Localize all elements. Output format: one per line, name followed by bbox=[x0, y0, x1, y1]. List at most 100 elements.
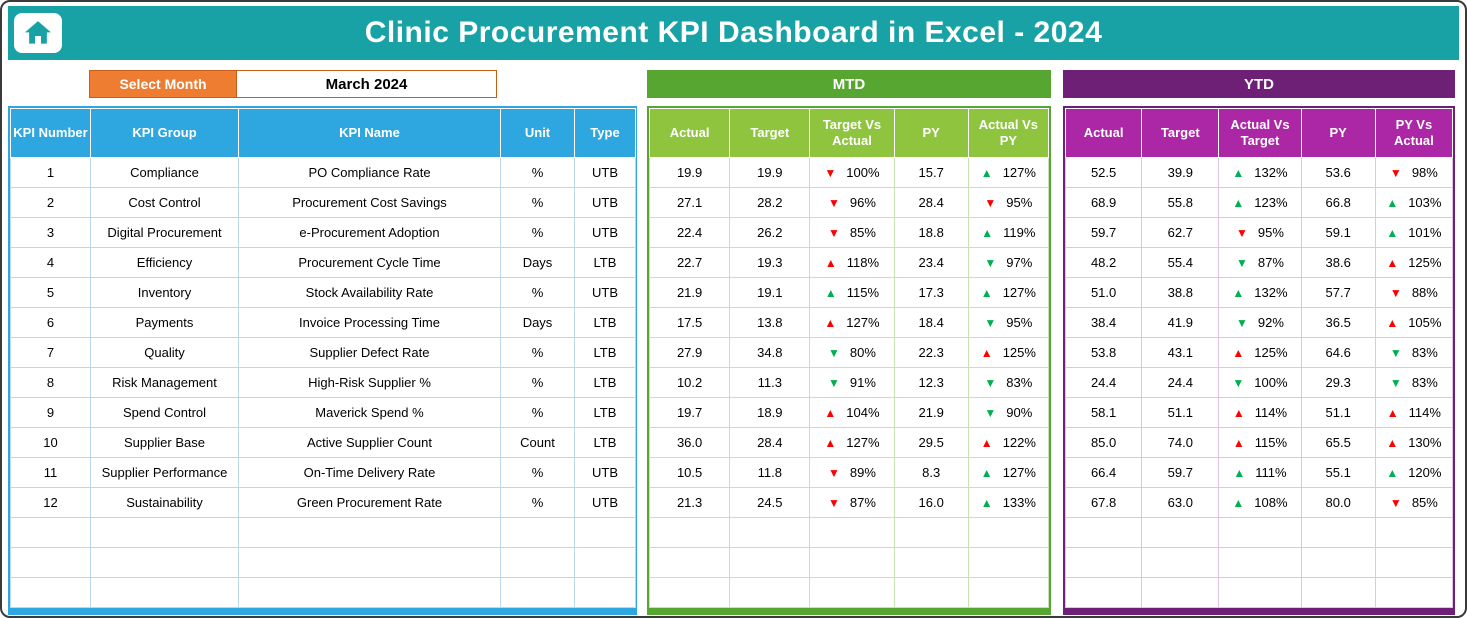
mtd-target-vs-actual-cell: ▲ 104% bbox=[809, 397, 895, 428]
empty-cell bbox=[90, 517, 239, 548]
home-button[interactable] bbox=[14, 13, 62, 53]
ytd-py-vs-actual-cell: ▲ 114% bbox=[1374, 397, 1454, 428]
ratio-value: 125% bbox=[1408, 255, 1442, 271]
empty-cell bbox=[648, 577, 731, 608]
kpi-row: 2 Cost Control Procurement Cost Savings% UT… bbox=[10, 187, 636, 218]
ytd-row: 66.4 59.7 ▲ 111% 55.1 ▲ 120% bbox=[1064, 457, 1454, 488]
down-triangle-icon: ▼ bbox=[984, 315, 997, 330]
ytd-row: 24.4 24.4 ▼ 100% 29.3 ▼ 83% bbox=[1064, 367, 1454, 398]
mtd-actual-cell: 17.5 bbox=[648, 307, 731, 338]
mtd-py-cell: 28.4 bbox=[893, 187, 969, 218]
up-triangle-icon: ▲ bbox=[1386, 435, 1399, 450]
empty-cell bbox=[1218, 577, 1302, 608]
mtd-row: 21.3 24.5 ▼ 87% 16.0 ▲ 133% bbox=[648, 487, 1050, 518]
up-triangle-icon: ▲ bbox=[1386, 465, 1399, 480]
ytd-py-vs-actual-cell: ▲ 120% bbox=[1374, 457, 1454, 488]
mtd-actual-vs-py-cell: ▲ 133% bbox=[967, 487, 1050, 518]
mtd-target-cell: 19.9 bbox=[729, 157, 811, 188]
up-triangle-icon: ▲ bbox=[1386, 225, 1399, 240]
mtd-row: 19.7 18.9 ▲ 104% 21.9 ▼ 90% bbox=[648, 397, 1050, 428]
kpi-row: 12 Sustainability Green Procurement Rate% U… bbox=[10, 487, 636, 518]
ratio-value: 87% bbox=[849, 495, 876, 511]
kpi-name-cell: Active Supplier Count bbox=[238, 427, 501, 458]
type-cell: LTB bbox=[574, 427, 636, 458]
mtd-actual-cell: 21.9 bbox=[648, 277, 731, 308]
type-cell: UTB bbox=[574, 457, 636, 488]
down-triangle-icon: ▼ bbox=[984, 375, 997, 390]
kpi-number-cell: 12 bbox=[10, 487, 91, 518]
mtd-row: 21.9 19.1 ▲ 115% 17.3 ▲ 127% bbox=[648, 277, 1050, 308]
ytd-actual-cell: 51.0 bbox=[1064, 277, 1143, 308]
ratio-value: 122% bbox=[1002, 435, 1036, 451]
down-triangle-icon: ▼ bbox=[1232, 375, 1245, 390]
empty-cell bbox=[574, 517, 636, 548]
ytd-actual-vs-target-cell: ▼ 95% bbox=[1218, 217, 1302, 248]
kpi-number-cell: 1 bbox=[10, 157, 91, 188]
empty-cell bbox=[1064, 517, 1143, 548]
empty-cell bbox=[893, 517, 969, 548]
mtd-target-cell: 24.5 bbox=[729, 487, 811, 518]
ytd-row: 59.7 62.7 ▼ 95% 59.1 ▲ 101% bbox=[1064, 217, 1454, 248]
ytd-table-body: 52.5 39.9 ▲ 132% 53.6 ▼ 98% 68.9 55.8 ▲ 123% 66.8 ▲ 1… bbox=[1064, 157, 1454, 608]
kpi-number-cell: 8 bbox=[10, 367, 91, 398]
unit-cell: % bbox=[500, 187, 575, 218]
title-bar: Clinic Procurement KPI Dashboard in Exce… bbox=[8, 6, 1459, 60]
up-triangle-icon: ▲ bbox=[824, 405, 837, 420]
mtd-empty-row bbox=[648, 517, 1050, 548]
mtd-py-cell: 18.4 bbox=[893, 307, 969, 338]
ytd-py-header: PY bbox=[1300, 108, 1376, 158]
mtd-banner: MTD bbox=[647, 70, 1051, 98]
ytd-actual-vs-target-cell: ▼ 100% bbox=[1218, 367, 1302, 398]
ratio-value: 95% bbox=[1006, 315, 1033, 331]
mtd-target-vs-actual-cell: ▼ 87% bbox=[809, 487, 895, 518]
ytd-row: 38.4 41.9 ▼ 92% 36.5 ▲ 105% bbox=[1064, 307, 1454, 338]
mtd-actual-vs-py-cell: ▲ 127% bbox=[967, 157, 1050, 188]
mtd-target-vs-actual-cell: ▲ 127% bbox=[809, 427, 895, 458]
mtd-target-vs-actual-cell: ▲ 115% bbox=[809, 277, 895, 308]
down-triangle-icon: ▼ bbox=[1389, 345, 1402, 360]
ytd-banner: YTD bbox=[1063, 70, 1455, 98]
ytd-py-vs-actual-cell: ▲ 130% bbox=[1374, 427, 1454, 458]
ratio-value: 127% bbox=[846, 435, 880, 451]
mtd-py-cell: 12.3 bbox=[893, 367, 969, 398]
unit-cell: % bbox=[500, 367, 575, 398]
ytd-row: 67.8 63.0 ▲ 108% 80.0 ▼ 85% bbox=[1064, 487, 1454, 518]
ytd-header-row: Actual Target Actual Vs Target PY PY Vs … bbox=[1064, 108, 1454, 158]
ratio-value: 114% bbox=[1408, 405, 1441, 421]
up-triangle-icon: ▲ bbox=[1232, 345, 1245, 360]
ytd-actual-vs-target-cell: ▲ 108% bbox=[1218, 487, 1302, 518]
mtd-empty-row bbox=[648, 547, 1050, 578]
mtd-actual-vs-py-cell: ▲ 127% bbox=[967, 457, 1050, 488]
ytd-py-cell: 55.1 bbox=[1300, 457, 1376, 488]
empty-cell bbox=[1141, 547, 1220, 578]
kpi-empty-row bbox=[10, 517, 636, 548]
month-select[interactable]: March 2024 bbox=[237, 70, 497, 98]
kpi-row: 7 Quality Supplier Defect Rate% LTB bbox=[10, 337, 636, 368]
kpi-row: 3 Digital Procurement e-Procurement Adopti… bbox=[10, 217, 636, 248]
ytd-target-cell: 51.1 bbox=[1141, 397, 1220, 428]
select-month-button[interactable]: Select Month bbox=[89, 70, 237, 98]
mtd-target-vs-actual-cell: ▼ 96% bbox=[809, 187, 895, 218]
empty-cell bbox=[729, 577, 811, 608]
ytd-target-cell: 59.7 bbox=[1141, 457, 1220, 488]
ytd-py-vs-actual-cell: ▲ 125% bbox=[1374, 247, 1454, 278]
ratio-value: 83% bbox=[1006, 375, 1033, 391]
ytd-target-cell: 43.1 bbox=[1141, 337, 1220, 368]
mtd-table-body: 19.9 19.9 ▼ 100% 15.7 ▲ 127% 27.1 28.2 ▼ 96% 28.4 ▼ 9… bbox=[648, 157, 1050, 608]
mtd-actual-vs-py-cell: ▼ 83% bbox=[967, 367, 1050, 398]
kpi-name-cell: High-Risk Supplier % bbox=[238, 367, 501, 398]
mtd-py-cell: 23.4 bbox=[893, 247, 969, 278]
ytd-actual-vs-target-cell: ▲ 132% bbox=[1218, 157, 1302, 188]
mtd-target-cell: 19.1 bbox=[729, 277, 811, 308]
kpi-name-cell: On-Time Delivery Rate bbox=[238, 457, 501, 488]
kpi-number-cell: 5 bbox=[10, 277, 91, 308]
mtd-target-cell: 28.4 bbox=[729, 427, 811, 458]
ytd-py-cell: 36.5 bbox=[1300, 307, 1376, 338]
ratio-value: 85% bbox=[849, 225, 876, 241]
ytd-actual-vs-target-cell: ▲ 115% bbox=[1218, 427, 1302, 458]
mtd-actual-vs-py-cell: ▼ 90% bbox=[967, 397, 1050, 428]
kpi-row: 8 Risk Management High-Risk Supplier %% LTB bbox=[10, 367, 636, 398]
kpi-group-cell: Supplier Performance bbox=[90, 457, 239, 488]
empty-cell bbox=[10, 577, 91, 608]
ytd-empty-row bbox=[1064, 547, 1454, 578]
